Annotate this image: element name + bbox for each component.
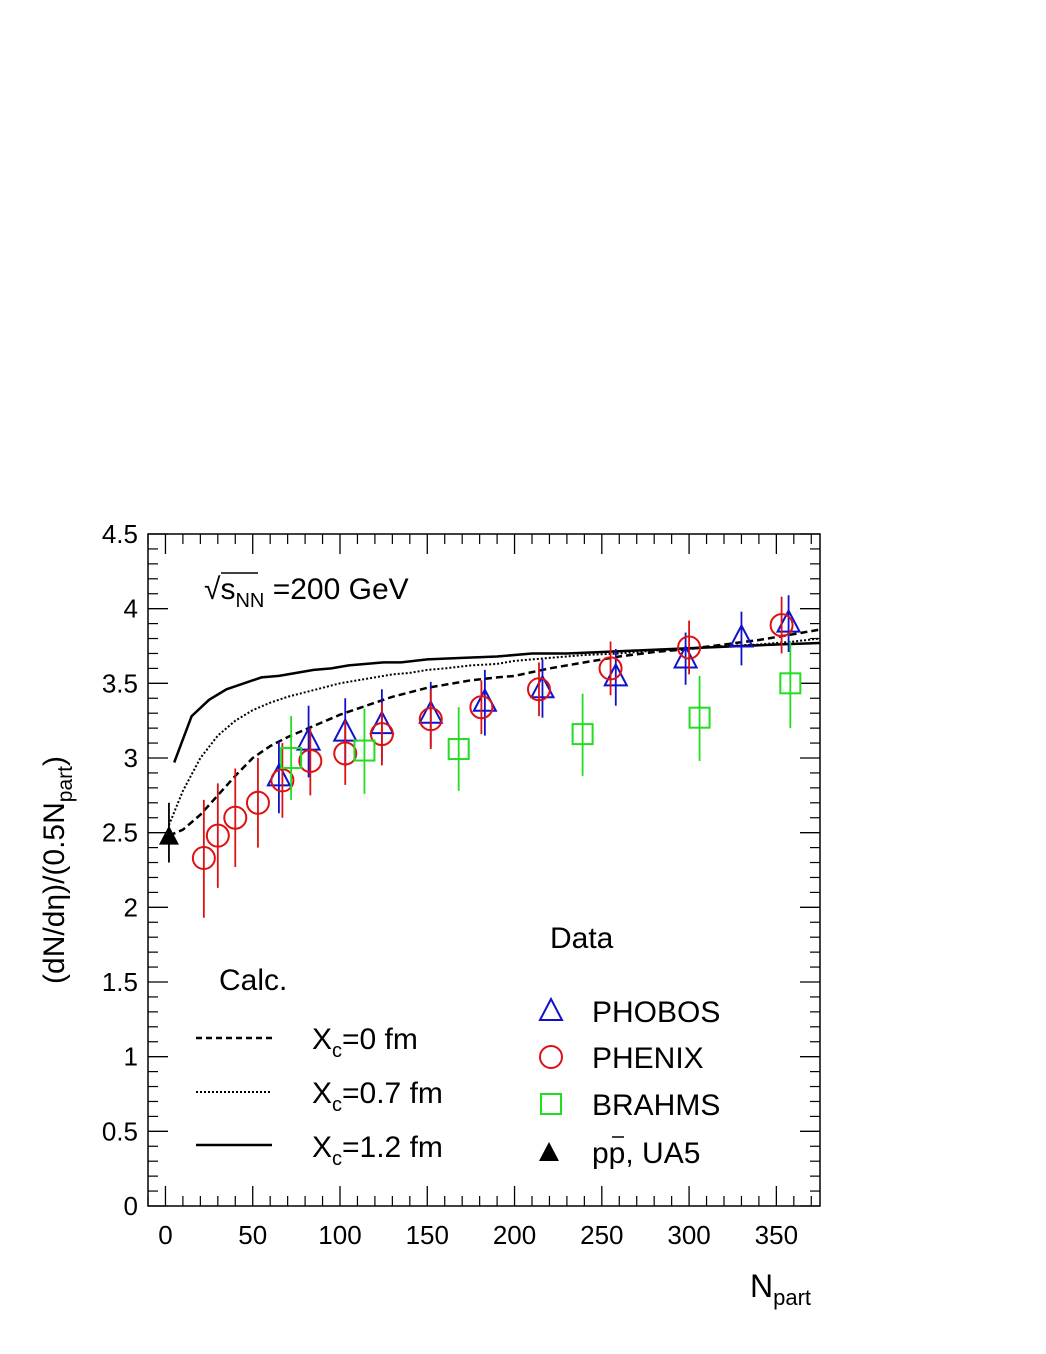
y-tick-labels: 0 0.5 1 1.5 2 2.5 3 3.5 4 4.5 [102,519,138,1221]
x-axis-label-sub: part [773,1285,811,1310]
y-tick-label: 4.5 [102,519,138,549]
y-axis-label: (dN/dη)/(0.5Npart) [38,756,77,984]
legend-marker-ua5 [539,1142,559,1161]
legend-xc12-rest: =1.2 fm [342,1131,443,1164]
phenix-marker [769,613,794,638]
phenix-marker [418,707,443,732]
x-tick-label: 300 [667,1220,710,1250]
phobos-marker [728,623,755,648]
curve-xc12 [173,641,821,763]
legend-marker-phenix [539,1045,563,1069]
legend-marker-brahms [540,1093,562,1115]
x-tick-label: 350 [755,1220,798,1250]
phenix-marker [298,748,323,773]
y-tick-label: 2.5 [102,818,138,848]
brahms-marker [280,747,303,769]
phenix-marker [205,823,230,848]
phenix-marker [245,790,270,815]
brahms-marker [571,723,594,746]
phenix-marker [270,768,295,793]
brahms-marker [779,672,802,695]
legend-xc0-sub: c [332,1040,342,1062]
legend-label-ua5: pp, UA5 [592,1137,700,1170]
phobos-marker [672,644,699,669]
legend-label-brahms: BRAHMS [592,1089,720,1122]
legend-xc12-main: X [312,1131,332,1164]
legend-xc0-rest: =0 fm [342,1023,418,1056]
x-tick-label: 100 [318,1220,361,1250]
phobos-marker [529,674,556,699]
legend-xc12-sub: c [332,1148,342,1170]
energy-sub: NN [235,590,264,612]
y-tick-label: 3.5 [102,668,138,698]
y-tick-label: 1.5 [102,967,138,997]
phenix-marker [598,656,623,681]
ua5-marker [158,825,179,845]
data-points [158,595,802,918]
legend-label-phobos: PHOBOS [592,996,720,1029]
y-tick-label: 3 [124,743,138,773]
energy-s: s [220,573,235,606]
phenix-marker [369,722,394,747]
calc-legend-header: Calc. [219,964,287,997]
brahms-marker [688,706,711,729]
phenix-marker [223,805,248,830]
legend-xc07-rest: =0.7 fm [342,1077,443,1110]
legend-xc07-sub: c [332,1094,342,1116]
y-axis-label-sub: part [54,766,77,802]
phenix-marker [526,677,551,702]
curve-xc0 [168,628,821,837]
x-axis-label: Npart [750,1268,811,1310]
sqrt-symbol: √ [204,573,221,606]
legend-label-xc07: Xc=0.7 fm [312,1077,443,1116]
phenix-marker [191,846,216,871]
legend-label-xc12: Xc=1.2 fm [312,1131,443,1170]
y-tick-label: 0 [124,1191,138,1221]
y-axis-label-end: ) [38,756,71,766]
x-tick-label: 0 [158,1220,172,1250]
y-axis-label-main: (dN/dη)/(0.5N [38,802,71,984]
phenix-marker [677,635,702,660]
x-axis-label-main: N [750,1268,773,1304]
y-tick-label: 4 [124,594,138,624]
y-tick-label: 1 [124,1042,138,1072]
legend-label-xc0: Xc=0 fm [312,1023,418,1062]
axis-ticks [147,533,820,1207]
legend-marker-phobos [538,996,564,1021]
y-tick-label: 0.5 [102,1116,138,1146]
calc-curves [167,628,821,837]
y-tick-label: 2 [124,892,138,922]
data-legend-header: Data [550,922,614,955]
phenix-marker [469,695,494,720]
plot-frame [147,533,821,1207]
x-tick-label: 250 [580,1220,623,1250]
x-tick-label: 200 [493,1220,536,1250]
x-tick-label: 150 [406,1220,449,1250]
legend-xc07-main: X [312,1077,332,1110]
legend-ua5-main: pp [592,1137,625,1170]
brahms-marker [447,738,470,761]
legend-xc0-main: X [312,1023,332,1056]
brahms-marker [353,739,376,762]
legend-ua5-rest: , UA5 [625,1137,700,1170]
energy-annotation: √sNN =200 GeV [204,573,409,612]
phobos-marker [775,608,802,633]
legend-label-phenix: PHENIX [592,1042,704,1075]
x-tick-label: 50 [238,1220,267,1250]
x-tick-labels: 0 50 100 150 200 250 300 350 [158,1220,798,1250]
energy-value: =200 GeV [264,573,408,606]
phenix-marker [333,741,358,766]
